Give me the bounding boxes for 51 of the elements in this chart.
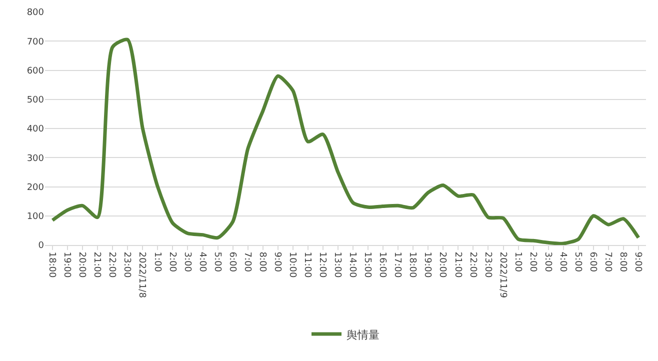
x-tick-label: 6:00 <box>587 252 598 272</box>
x-tick-label: 20:00 <box>437 252 448 278</box>
x-tick-label: 3:00 <box>542 252 552 272</box>
x-tick-label: 5:00 <box>212 252 222 272</box>
legend-label: 舆情量 <box>346 328 380 342</box>
x-tick-label: 9:00 <box>632 252 643 272</box>
x-tick-label: 17:00 <box>392 252 402 278</box>
x-tick-label: 9:00 <box>272 252 282 272</box>
x-tick-label: 10:00 <box>286 252 297 278</box>
y-tick-label: 400 <box>26 124 44 135</box>
x-tick-label: 2022/11/8 <box>136 252 147 298</box>
x-tick-label: 21:00 <box>452 252 462 278</box>
x-tick-label: 1:00 <box>512 252 522 272</box>
x-tick-label: 7:00 <box>242 252 252 272</box>
x-tick-label: 4:00 <box>196 252 207 272</box>
y-tick-label: 600 <box>26 66 44 76</box>
x-tick-label: 13:00 <box>332 252 342 278</box>
x-tick-label: 2:00 <box>166 252 177 272</box>
x-tick-label: 4:00 <box>557 252 568 272</box>
x-tick-label: 1:00 <box>152 252 162 272</box>
y-tick-label: 100 <box>26 212 44 222</box>
x-tick-label: 19:00 <box>62 252 72 278</box>
x-tick-label: 22:00 <box>106 252 117 278</box>
line-series <box>50 38 640 245</box>
x-tick-label: 19:00 <box>422 252 432 278</box>
x-tick-label: 8:00 <box>618 252 628 272</box>
y-tick-label: 200 <box>26 182 44 193</box>
x-tick-label: 2:00 <box>527 252 538 272</box>
x-tick-label: 3:00 <box>182 252 192 272</box>
y-tick-label: 800 <box>26 8 44 18</box>
x-tick-label: 14:00 <box>347 252 358 278</box>
x-tick-label: 23:00 <box>122 252 132 278</box>
x-tick-label: 11:00 <box>302 252 312 278</box>
y-tick-label: 0 <box>38 241 44 252</box>
x-tick-label: 22:00 <box>467 252 478 278</box>
x-tick-label: 5:00 <box>572 252 582 272</box>
x-tick-label: 20:00 <box>76 252 87 278</box>
x-tick-label: 23:00 <box>482 252 492 278</box>
x-tick-label: 18:00 <box>407 252 418 278</box>
x-tick-label: 16:00 <box>377 252 388 278</box>
x-tick-label: 21:00 <box>92 252 102 278</box>
x-tick-label: 12:00 <box>317 252 328 278</box>
x-tick-label: 2022/11/9 <box>497 252 508 298</box>
y-tick-label: 700 <box>26 37 44 48</box>
x-tick-label: 6:00 <box>226 252 237 272</box>
y-tick-label: 300 <box>26 154 44 164</box>
x-tick-label: 15:00 <box>362 252 372 278</box>
x-tick-label: 18:00 <box>46 252 57 278</box>
y-tick-label: 500 <box>26 96 44 106</box>
x-tick-label: 7:00 <box>602 252 613 272</box>
x-tick-label: 8:00 <box>256 252 267 272</box>
